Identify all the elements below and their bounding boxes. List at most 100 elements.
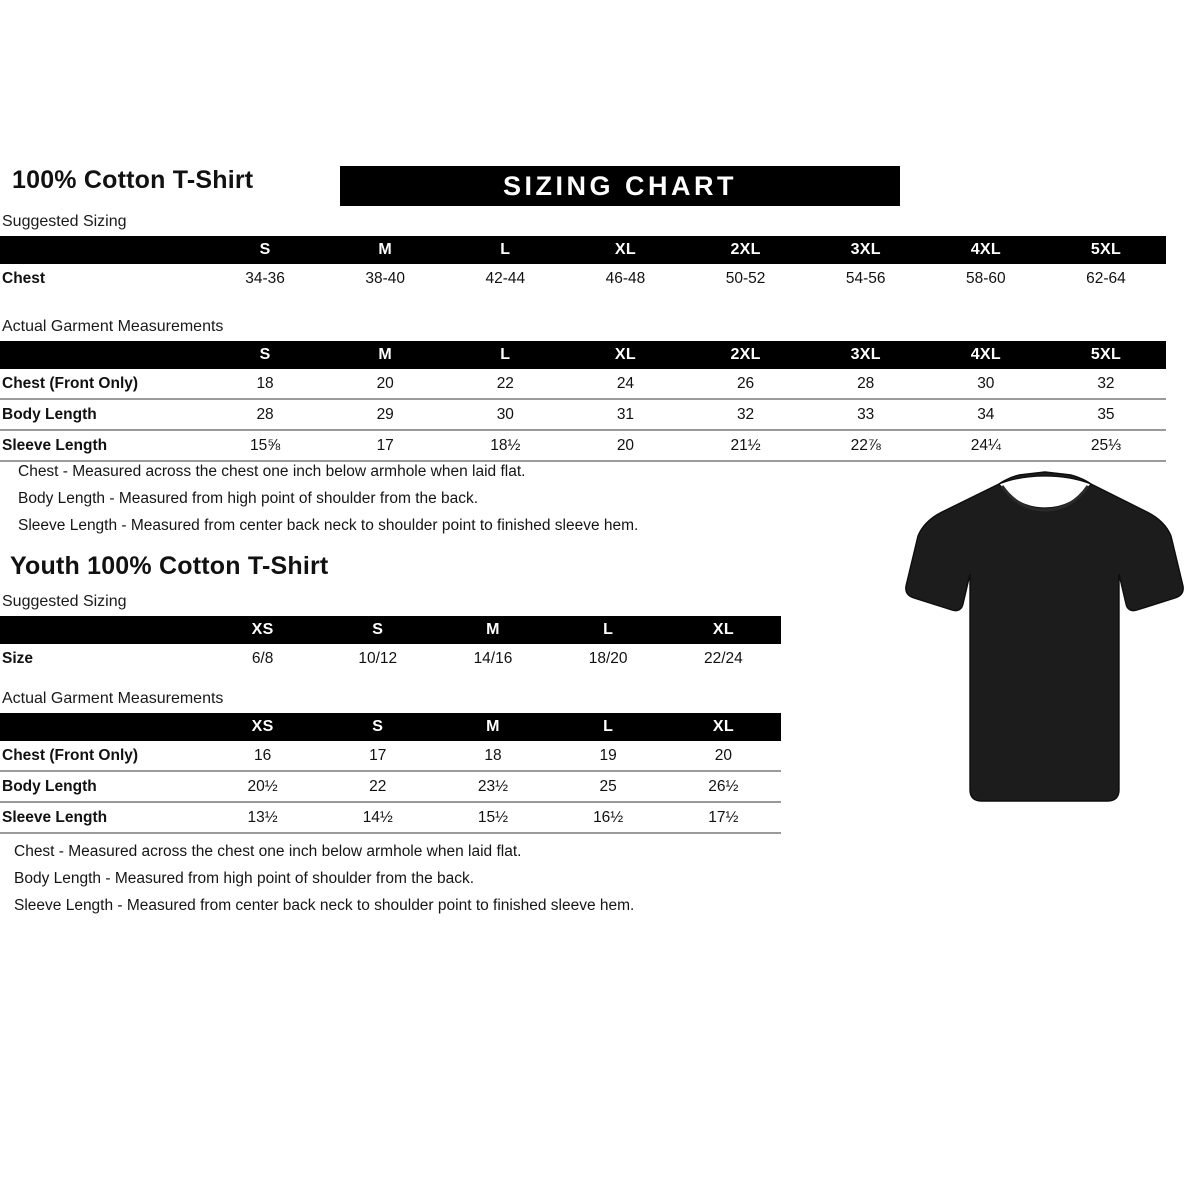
adult-actual-measurements-label: Actual Garment Measurements — [2, 318, 224, 335]
table-row: Chest (Front Only) 18 20 22 24 26 28 30 32 — [0, 369, 1166, 399]
cell-s: 15⅝ — [205, 429, 326, 462]
column-header-2xl: 2XL — [730, 346, 761, 363]
cell-5xl: 32 — [1097, 374, 1115, 392]
column-header-l: L — [603, 621, 614, 638]
cell-m: 38-40 — [365, 269, 406, 287]
cell-m: 20 — [376, 374, 394, 392]
cell-xl: 26½ — [665, 770, 781, 802]
cell-s: 22 — [320, 770, 436, 802]
cell-3xl: 22⅞ — [805, 429, 926, 462]
cell-l: 42-44 — [485, 269, 526, 287]
column-header-s: S — [372, 621, 384, 638]
cell-m: 29 — [325, 398, 446, 430]
table-row: Chest 34-36 38-40 42-44 46-48 50-52 54-56 58-60… — [0, 264, 1166, 293]
youth-suggested-sizing-label: Suggested Sizing — [2, 593, 127, 610]
cell-5xl: 62-64 — [1086, 269, 1126, 287]
adult-actual-measurements-table: S M L XL 2XL 3XL 4XL 5XL Chest (Front Only) 18 20 2… — [0, 341, 1166, 462]
youth-section-title: Youth 100% Cotton T-Shirt — [10, 552, 329, 580]
cell-xl: 20 — [714, 746, 732, 764]
adult-note-line-1: Chest - Measured across the chest one in… — [18, 463, 526, 480]
column-header-rowlabel — [0, 616, 205, 644]
tshirt-icon — [905, 471, 1184, 802]
cell-3xl: 33 — [805, 398, 926, 430]
cell-l: 16½ — [550, 801, 666, 834]
cell-2xl: 50-52 — [725, 269, 766, 287]
cell-m: 18 — [484, 746, 502, 764]
column-header-s: S — [259, 241, 271, 258]
column-header-rowlabel — [0, 236, 205, 264]
table-header-row: S M L XL 2XL 3XL 4XL 5XL — [0, 236, 1166, 264]
youth-measurement-notes: Chest - Measured across the chest one in… — [14, 838, 634, 919]
column-header-xl: XL — [712, 718, 734, 735]
cell-s: 28 — [205, 398, 326, 430]
column-header-l: L — [500, 241, 511, 258]
sizing-chart-banner-label: SIZING CHART — [503, 170, 737, 201]
cell-l: 25 — [550, 770, 666, 802]
column-header-xl: XL — [712, 621, 734, 638]
cell-xs: 16 — [253, 746, 272, 764]
cell-l: 18/20 — [588, 649, 628, 667]
cell-l: 18½ — [445, 429, 566, 462]
column-header-xs: XS — [251, 621, 274, 638]
cell-s: 34-36 — [245, 269, 285, 287]
cell-m: 14/16 — [473, 649, 513, 667]
column-header-xs: XS — [251, 718, 274, 735]
table-header-row: S M L XL 2XL 3XL 4XL 5XL — [0, 341, 1166, 369]
column-header-l: L — [500, 346, 511, 363]
cell-5xl: 25⅓ — [1045, 429, 1166, 462]
column-header-5xl: 5XL — [1090, 346, 1122, 363]
cell-2xl: 32 — [685, 398, 806, 430]
tshirt-image — [895, 470, 1185, 815]
adult-note-line-2: Body Length - Measured from high point o… — [18, 490, 479, 507]
table-header-row: XS S M L XL — [0, 713, 781, 741]
cell-xl: 46-48 — [605, 269, 646, 287]
cell-xl: 17½ — [665, 801, 781, 834]
row-label: Sleeve Length — [0, 801, 205, 834]
youth-actual-measurements-table: XS S M L XL Chest (Front Only) 16 17 18 19 20 Body … — [0, 713, 781, 834]
adult-note-line-3: Sleeve Length - Measured from center bac… — [18, 517, 639, 534]
row-label: Chest (Front Only) — [2, 374, 139, 392]
table-row: Size 6/8 10/12 14/16 18/20 22/24 — [0, 644, 781, 673]
cell-s: 17 — [369, 746, 387, 764]
adult-measurement-notes: Chest - Measured across the chest one in… — [18, 458, 638, 539]
column-header-3xl: 3XL — [850, 241, 881, 258]
cell-4xl: 24¼ — [925, 429, 1046, 462]
youth-note-line-1: Chest - Measured across the chest one in… — [14, 843, 522, 860]
row-label: Chest — [2, 269, 46, 287]
cell-m: 23½ — [435, 770, 551, 802]
column-header-s: S — [259, 346, 271, 363]
cell-3xl: 54-56 — [845, 269, 886, 287]
row-label: Size — [2, 649, 34, 667]
cell-xl: 20 — [565, 429, 686, 462]
cell-xl: 24 — [616, 374, 635, 392]
adult-suggested-sizing-label: Suggested Sizing — [2, 213, 127, 230]
column-header-2xl: 2XL — [730, 241, 761, 258]
cell-xl: 31 — [565, 398, 686, 430]
column-header-l: L — [603, 718, 614, 735]
row-label: Body Length — [0, 770, 205, 802]
cell-l: 19 — [599, 746, 617, 764]
column-header-5xl: 5XL — [1090, 241, 1122, 258]
column-header-xl: XL — [614, 241, 636, 258]
cell-m: 15½ — [435, 801, 551, 834]
row-label: Chest (Front Only) — [2, 746, 139, 764]
youth-suggested-sizing-table: XS S M L XL Size 6/8 10/12 14/16 18/20 22/24 — [0, 616, 781, 673]
youth-note-line-2: Body Length - Measured from high point o… — [14, 870, 475, 887]
cell-xs: 20½ — [205, 770, 321, 802]
cell-xs: 6/8 — [251, 649, 274, 667]
column-header-m: M — [486, 621, 500, 638]
column-header-4xl: 4XL — [970, 241, 1001, 258]
table-row: Sleeve Length 13½ 14½ 15½ 16½ 17½ — [0, 801, 781, 834]
cell-2xl: 21½ — [685, 429, 806, 462]
column-header-rowlabel — [0, 341, 205, 369]
cell-m: 17 — [325, 429, 446, 462]
cell-2xl: 26 — [736, 374, 755, 392]
table-row: Body Length 20½ 22 23½ 25 26½ — [0, 770, 781, 802]
cell-xl: 22/24 — [703, 649, 743, 667]
table-row: Body Length 28 29 30 31 32 33 34 35 — [0, 398, 1166, 430]
column-header-m: M — [378, 346, 392, 363]
cell-5xl: 35 — [1045, 398, 1166, 430]
adult-section-title: 100% Cotton T-Shirt — [12, 166, 254, 194]
cell-l: 30 — [445, 398, 566, 430]
